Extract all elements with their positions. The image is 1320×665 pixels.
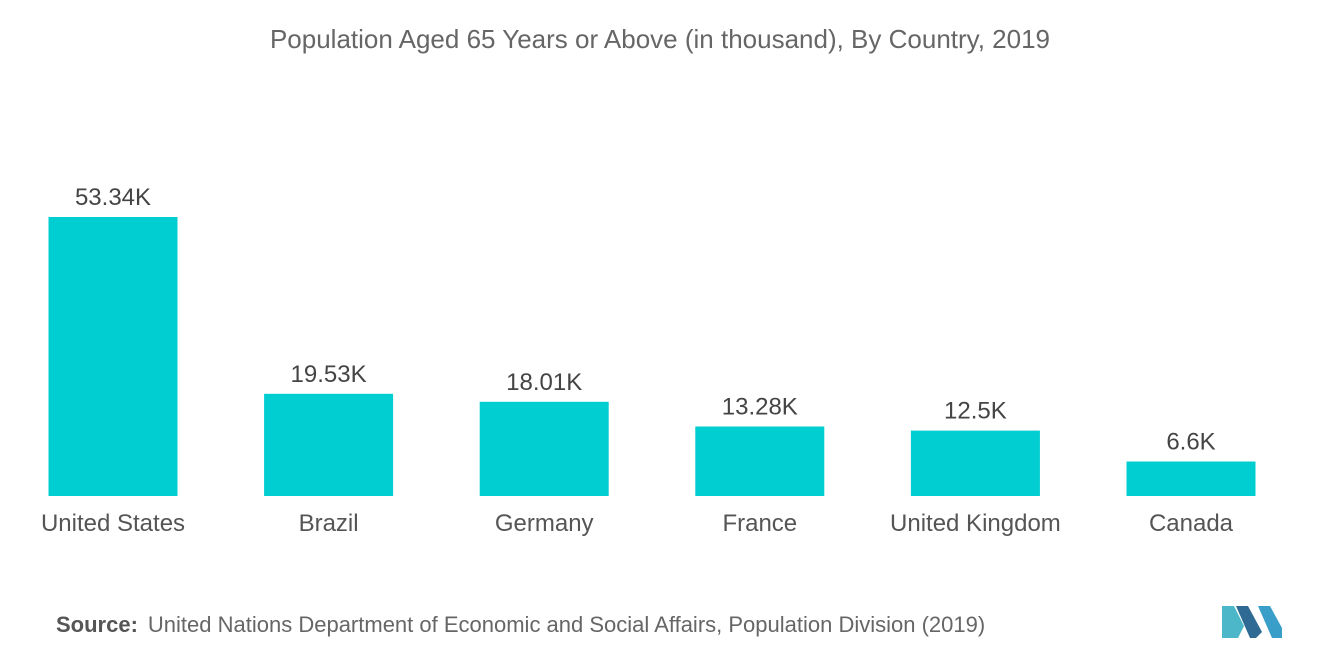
source-label: Source: <box>56 612 138 637</box>
bar-united-states <box>48 217 178 496</box>
source-text: United Nations Department of Economic an… <box>147 612 986 637</box>
bar-germany <box>479 401 609 496</box>
mordor-intelligence-logo-icon <box>1222 606 1282 638</box>
logo-shape-left <box>1222 606 1244 638</box>
bar-united-kingdom <box>910 430 1040 496</box>
category-label: Brazil <box>299 510 359 537</box>
category-label: United States <box>41 510 185 537</box>
data-label: 13.28K <box>722 394 798 421</box>
bar-canada <box>1126 461 1256 496</box>
chart-title: Population Aged 65 Years or Above (in th… <box>269 24 1051 54</box>
category-label: Canada <box>1149 510 1234 537</box>
bar-france <box>695 426 825 496</box>
category-label: United Kingdom <box>890 510 1061 537</box>
data-label: 19.53K <box>291 361 367 388</box>
data-label: 53.34K <box>75 184 151 211</box>
bar-brazil <box>264 393 394 496</box>
category-label: Germany <box>495 510 594 537</box>
logo-shape-middle <box>1236 606 1262 638</box>
logo-shape-right <box>1258 606 1282 638</box>
bar-chart: 53.34K United States 19.53K Brazil 18.01K Ger… <box>41 184 1256 537</box>
data-label: 18.01K <box>506 369 582 396</box>
category-label: France <box>722 510 797 537</box>
source-note: Source: United Nations Department of Econ… <box>56 612 985 638</box>
data-label: 6.6K <box>1166 429 1215 456</box>
data-label: 12.5K <box>944 398 1007 425</box>
